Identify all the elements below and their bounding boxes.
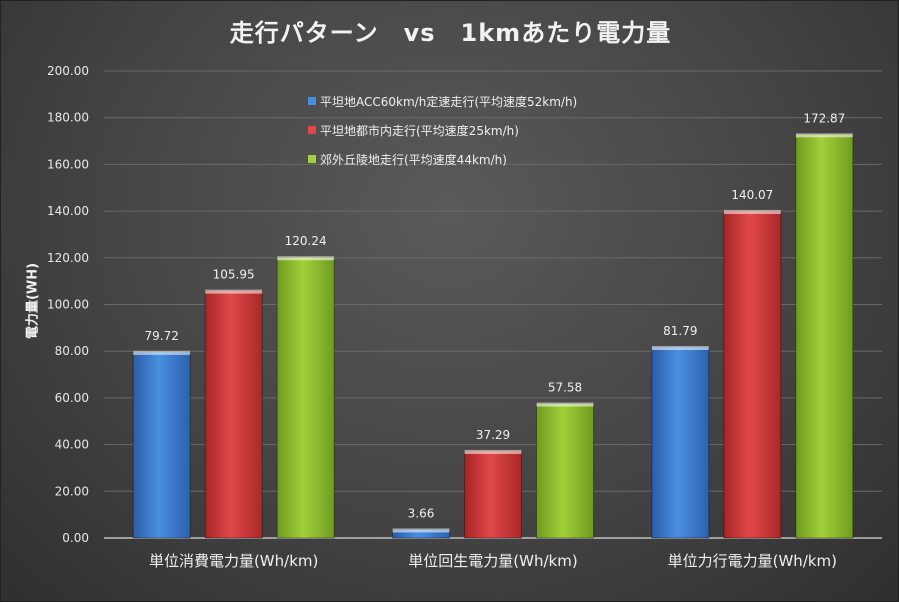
y-tick-label: 160.00 bbox=[47, 157, 89, 171]
x-tick-label: 単位力行電力量(Wh/km) bbox=[668, 552, 837, 570]
chart-title: 走行パターン vs 1kmあたり電力量 bbox=[229, 19, 672, 47]
bar bbox=[723, 210, 782, 539]
legend-label: 郊外丘陵地走行(平均速度44km/h) bbox=[320, 152, 507, 167]
legend-label: 平坦地ACC60km/h定速走行(平均速度52km/h) bbox=[320, 94, 577, 109]
legend-swatch bbox=[308, 126, 316, 134]
legend-swatch bbox=[308, 155, 316, 163]
data-label: 140.07 bbox=[731, 188, 773, 202]
bar bbox=[132, 351, 191, 539]
bar-top-highlight bbox=[133, 350, 191, 355]
y-tick-label: 120.00 bbox=[47, 251, 89, 265]
bar-top-highlight bbox=[723, 209, 781, 214]
bar-top-highlight bbox=[392, 528, 450, 533]
bar-top-highlight bbox=[205, 289, 263, 294]
bar bbox=[464, 450, 522, 539]
bar-top-highlight bbox=[464, 449, 522, 454]
data-label: 172.87 bbox=[803, 111, 845, 125]
y-tick-label: 40.00 bbox=[55, 438, 89, 452]
y-tick-label: 60.00 bbox=[55, 391, 89, 405]
bar-top-highlight bbox=[651, 346, 709, 351]
bar bbox=[536, 403, 594, 539]
y-tick-label: 100.00 bbox=[47, 298, 89, 312]
data-label: 3.66 bbox=[408, 506, 435, 520]
legend-label: 平坦地都市内走行(平均速度25km/h) bbox=[320, 123, 519, 138]
bar-top-highlight bbox=[277, 256, 335, 261]
data-label: 57.58 bbox=[548, 381, 582, 395]
y-tick-label: 180.00 bbox=[47, 111, 89, 125]
x-tick-label: 単位回生電力量(Wh/km) bbox=[408, 552, 577, 570]
y-tick-label: 200.00 bbox=[47, 64, 89, 78]
bar bbox=[276, 256, 335, 539]
data-label: 37.29 bbox=[476, 428, 510, 442]
legend-swatch bbox=[308, 97, 316, 105]
bar bbox=[651, 346, 710, 539]
bar bbox=[795, 133, 854, 539]
y-tick-label: 20.00 bbox=[55, 484, 89, 498]
y-tick-label: 0.00 bbox=[62, 531, 89, 545]
bar bbox=[204, 290, 263, 539]
data-label: 120.24 bbox=[285, 234, 327, 248]
y-tick-label: 80.00 bbox=[55, 344, 89, 358]
x-tick-label: 単位消費電力量(Wh/km) bbox=[149, 552, 318, 570]
data-label: 105.95 bbox=[213, 268, 255, 282]
bar-top-highlight bbox=[536, 402, 594, 407]
data-label: 81.79 bbox=[663, 324, 697, 338]
data-label: 79.72 bbox=[144, 329, 178, 343]
bar-top-highlight bbox=[795, 133, 853, 138]
y-tick-label: 140.00 bbox=[47, 204, 89, 218]
